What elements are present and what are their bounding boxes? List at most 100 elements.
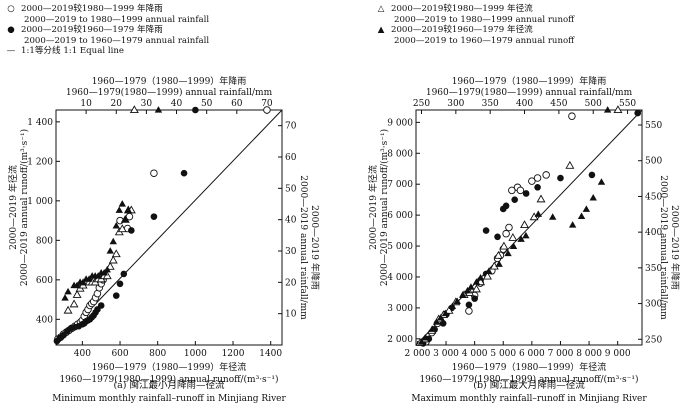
right-tick-label: 250 xyxy=(645,335,662,345)
right-tick-label: 30 xyxy=(285,247,297,257)
filled-triangle-point xyxy=(597,178,606,185)
bottom-tick-label: 3 000 xyxy=(433,349,459,359)
left-tick-label: 9 000 xyxy=(387,118,413,128)
open-triangle-icon: △ xyxy=(377,4,385,14)
right-tick-label: 40 xyxy=(285,216,297,226)
open-circle-point xyxy=(533,174,542,182)
open-circle-point xyxy=(528,177,536,185)
bottom-axis-title-cn: 1960—1979（1980—1999）年径流 xyxy=(452,361,607,373)
open-circle-point xyxy=(508,186,516,195)
bottom-tick-label: 1200 xyxy=(222,349,245,359)
filled-triangle-icon: ▲ xyxy=(377,25,385,35)
filled-circle-point xyxy=(116,280,124,288)
legend-left-item-2: ● 2000—2019较1960—1979 年降雨 xyxy=(4,25,209,36)
top-axis-title-en: 1960—1979(1980—1999) annual rainfall/mm xyxy=(66,87,273,98)
filled-triangle-point xyxy=(106,247,114,254)
bottom-axis-title-cn: 1960—1979（1980—1999）年径流 xyxy=(92,361,247,373)
bottom-tick-label: 1000 xyxy=(184,349,207,359)
left-tick-label: 600 xyxy=(36,276,53,286)
open-circle-icon: ○ xyxy=(7,4,15,14)
filled-circle-point xyxy=(150,213,158,220)
filled-triangle-point xyxy=(121,215,130,223)
top-tick-label: 300 xyxy=(447,99,464,109)
filled-triangle-point xyxy=(64,287,72,295)
open-triangle-point xyxy=(482,271,492,280)
open-triangle-point xyxy=(493,250,503,259)
open-triangle-point xyxy=(111,249,121,258)
left-tick-label: 6 000 xyxy=(387,211,413,221)
bottom-axis-title-en: 1960—1979(1980—1999) annual runoff/(m³·s… xyxy=(419,374,638,385)
top-axis-title-cn: 1960—1979（1980—1999）年降雨 xyxy=(452,75,607,87)
filled-circle-point xyxy=(192,106,199,114)
right-tick-label: 70 xyxy=(285,122,297,132)
right-tick-label: 400 xyxy=(645,228,662,238)
top-tick-label: 70 xyxy=(261,99,273,109)
right-tick-label: 50 xyxy=(285,184,297,194)
right-tick-label: 10 xyxy=(285,310,297,320)
filled-circle-point xyxy=(588,171,596,179)
filled-circle-point xyxy=(482,227,490,234)
left-axis-title-en: 2000—2019 annual runoff/(m³·s⁻¹) xyxy=(19,129,30,286)
left-tick-label: 400 xyxy=(36,315,53,325)
left-tick-label: 8 000 xyxy=(387,149,413,159)
right-axis-title-en: 2000—2019 annual rainfall/mm xyxy=(298,175,308,320)
open-triangle-point xyxy=(613,105,623,114)
filled-triangle-point xyxy=(61,294,69,301)
filled-triangle-point xyxy=(448,302,457,310)
open-triangle-point xyxy=(72,290,82,298)
filled-triangle-point xyxy=(124,206,133,213)
filled-triangle-point xyxy=(459,291,467,298)
filled-triangle-point xyxy=(589,193,597,201)
top-tick-label: 60 xyxy=(231,99,243,109)
filled-circle-point xyxy=(494,233,501,241)
plot-frame xyxy=(55,109,283,346)
open-triangle-point xyxy=(69,299,79,308)
filled-triangle-point xyxy=(476,273,485,281)
filled-circle-point xyxy=(128,227,135,234)
left-axis-title-cn: 2000—2019 年径流 xyxy=(367,165,379,250)
filled-triangle-point xyxy=(568,221,577,228)
open-triangle-point xyxy=(108,255,118,264)
figure-subtitle: Minimum monthly rainfall–runoff in Minji… xyxy=(52,394,286,404)
legend-right-item-2: ▲ 2000—2019较1960—1979 年径流 xyxy=(374,25,574,36)
open-triangle-point xyxy=(536,194,546,203)
filled-triangle-point xyxy=(417,338,426,345)
open-triangle-point xyxy=(565,160,575,169)
filled-circle-point xyxy=(180,169,188,177)
top-tick-label: 500 xyxy=(585,99,602,109)
bottom-tick-label: 800 xyxy=(149,349,166,359)
filled-circle-point xyxy=(534,184,541,191)
filled-triangle-point xyxy=(504,249,512,257)
legend-left: ○ 2000—2019较1980—1999 年降雨 2000—2019 to 19… xyxy=(4,4,209,57)
top-tick-label: 50 xyxy=(201,99,213,109)
open-circle-point xyxy=(263,106,271,114)
open-triangle-point xyxy=(117,224,127,233)
open-circle-point xyxy=(568,112,576,120)
equal-line-icon: — xyxy=(6,46,16,56)
figure-subtitle: Maximum monthly rainfall–runoff in Minji… xyxy=(411,394,647,404)
bottom-tick-label: 7 000 xyxy=(548,349,574,359)
top-tick-label: 30 xyxy=(141,99,153,109)
bottom-tick-label: 5 000 xyxy=(490,349,516,359)
bottom-tick-label: 600 xyxy=(111,349,128,359)
filled-triangle-point xyxy=(428,325,437,332)
top-tick-label: 250 xyxy=(413,99,430,109)
filled-triangle-point xyxy=(534,210,542,217)
bottom-tick-label: 6 000 xyxy=(519,349,545,359)
filled-circle-point xyxy=(112,292,120,299)
right-tick-label: 550 xyxy=(645,121,662,131)
open-circle-point xyxy=(465,307,473,315)
top-axis-title-cn: 1960—1979（1980—1999）年降雨 xyxy=(92,75,247,87)
filled-triangle-point xyxy=(485,267,493,275)
filled-triangle-point xyxy=(115,206,123,213)
open-triangle-point xyxy=(471,284,481,293)
right-axis-title-en: 2000—2019 annual rainfall/mm xyxy=(658,175,668,320)
data-layer xyxy=(415,105,643,347)
bottom-tick-label: 1400 xyxy=(259,349,282,359)
bottom-tick-label: 8 000 xyxy=(576,349,602,359)
filled-triangle-point xyxy=(577,212,586,220)
filled-triangle-point xyxy=(103,265,111,273)
filled-triangle-point xyxy=(453,297,461,305)
filled-circle-point xyxy=(97,302,105,309)
